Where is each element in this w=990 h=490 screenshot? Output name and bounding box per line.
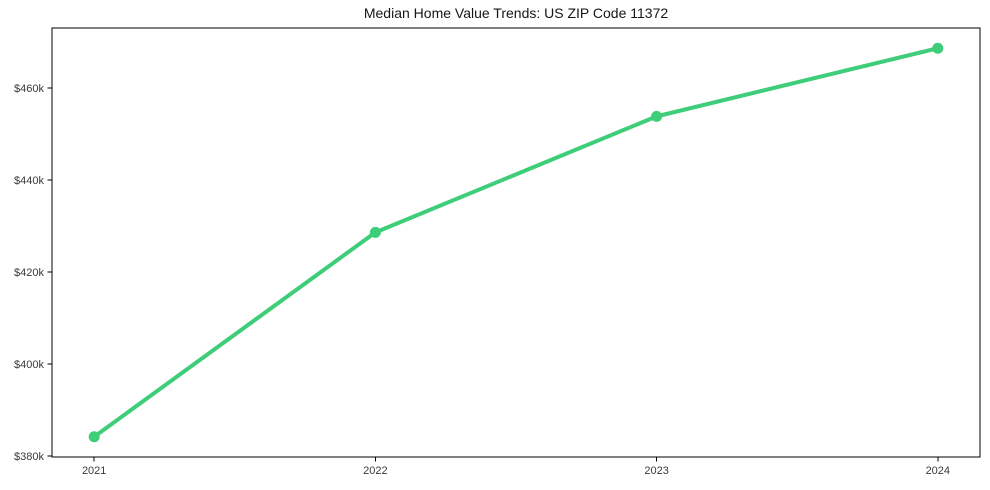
- y-tick-label: $420k: [14, 267, 44, 279]
- axes-spines: [51, 27, 981, 458]
- x-tick-label: 2022: [363, 465, 387, 477]
- line-series: [92, 46, 940, 439]
- y-tick-label: $380k: [14, 451, 44, 463]
- data-point-marker: [932, 42, 944, 54]
- x-tick-label: 2024: [926, 465, 950, 477]
- plot-background: [52, 28, 980, 457]
- data-point-marker: [88, 431, 100, 443]
- x-tick-label: 2023: [644, 465, 668, 477]
- y-tick-label: $400k: [14, 359, 44, 371]
- y-tick-label: $460k: [14, 83, 44, 95]
- y-tick-label: $440k: [14, 175, 44, 187]
- chart-title: Median Home Value Trends: US ZIP Code 11…: [363, 5, 669, 21]
- data-point-marker: [651, 110, 663, 122]
- x-tick-label: 2021: [82, 465, 106, 477]
- data-point-marker: [369, 226, 381, 238]
